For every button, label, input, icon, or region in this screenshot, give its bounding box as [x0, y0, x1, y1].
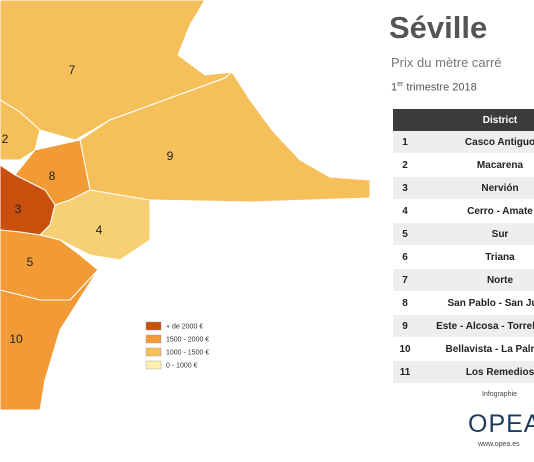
legend-swatch: [145, 334, 162, 344]
district: [79, 71, 371, 203]
legend: + de 2000 € 1500 - 2000 € 1000 - 1500 € 0 -…: [145, 321, 209, 370]
legend-swatch: [145, 347, 162, 357]
table-row: 2 Macarena: [393, 153, 534, 177]
district-label: 5: [27, 255, 34, 269]
table-row: 1 Casco Antiguo: [393, 131, 534, 154]
table-cell: Bellavista - La Palmera: [417, 337, 534, 361]
table-row: 7 Norte: [393, 268, 534, 292]
table-cell: 3: [393, 176, 417, 200]
table-cell: San Pablo - San Justo: [417, 291, 534, 315]
legend-swatch: [145, 360, 162, 370]
table-cell: 9: [393, 314, 417, 338]
table-cell: 6: [393, 245, 417, 269]
period-text: trimestre 2018: [406, 81, 477, 94]
table-row: 6 Triana: [393, 245, 534, 269]
period: 1er trimestre 2018: [391, 81, 477, 94]
district-label: 9: [167, 149, 174, 163]
table-row: 11 Los Remedios: [393, 360, 534, 384]
table-cell: 4: [393, 199, 417, 223]
credit: Infographie: [482, 391, 518, 398]
table-cell: Casco Antiguo: [417, 131, 534, 154]
table-cell: 8: [393, 291, 417, 315]
table-cell: Cerro - Amate: [417, 199, 534, 223]
legend-label: 1500 - 2000 €: [166, 336, 209, 343]
map: 7 9 2 8 3 4 5 10 + de 2000 € 1500 - 2000 …: [0, 0, 371, 411]
table-row: 5 Sur: [393, 222, 534, 246]
header-cell: [393, 109, 417, 131]
district-label: 10: [9, 332, 23, 346]
table-row: 4 Cerro - Amate: [393, 199, 534, 223]
district-label: 7: [69, 63, 76, 77]
legend-label: + de 2000 €: [166, 323, 203, 330]
district-label: 3: [15, 202, 22, 216]
table-cell: 10: [393, 337, 417, 361]
table-cell: Los Remedios: [417, 360, 534, 384]
logo: OPEA: [468, 410, 534, 438]
table-cell: 1: [393, 131, 417, 154]
table-cell: 11: [393, 360, 417, 384]
district-label: 4: [96, 223, 103, 237]
title: Séville: [389, 10, 488, 45]
url: www.opea.es: [478, 441, 520, 448]
table-cell: 7: [393, 268, 417, 292]
district-label: 2: [2, 132, 9, 146]
table-cell: Triana: [417, 245, 534, 269]
district: [0, 269, 99, 411]
table-cell: Este - Alcosa - Torreblanca: [417, 314, 534, 338]
district: [39, 189, 151, 261]
table-cell: 5: [393, 222, 417, 246]
table-cell: 2: [393, 153, 417, 177]
table-cell: Norte: [417, 268, 534, 292]
legend-label: 1000 - 1500 €: [166, 349, 209, 356]
legend-label: 0 - 1000 €: [166, 362, 198, 369]
header-cell: District: [417, 109, 534, 131]
district-label: 8: [49, 169, 56, 183]
subtitle: Prix du mètre carré: [391, 55, 502, 70]
table-header: District: [393, 109, 534, 131]
table-row: 3 Nervión: [393, 176, 534, 200]
legend-swatch: [145, 321, 162, 331]
table-cell: Sur: [417, 222, 534, 246]
period-suffix: er: [397, 81, 404, 88]
table-cell: Macarena: [417, 153, 534, 177]
table-cell: Nervión: [417, 176, 534, 200]
period-number: 1: [391, 81, 398, 94]
district-table: District 1 Casco Antiguo 2 Macarena 3 Nervión 4…: [393, 109, 534, 384]
